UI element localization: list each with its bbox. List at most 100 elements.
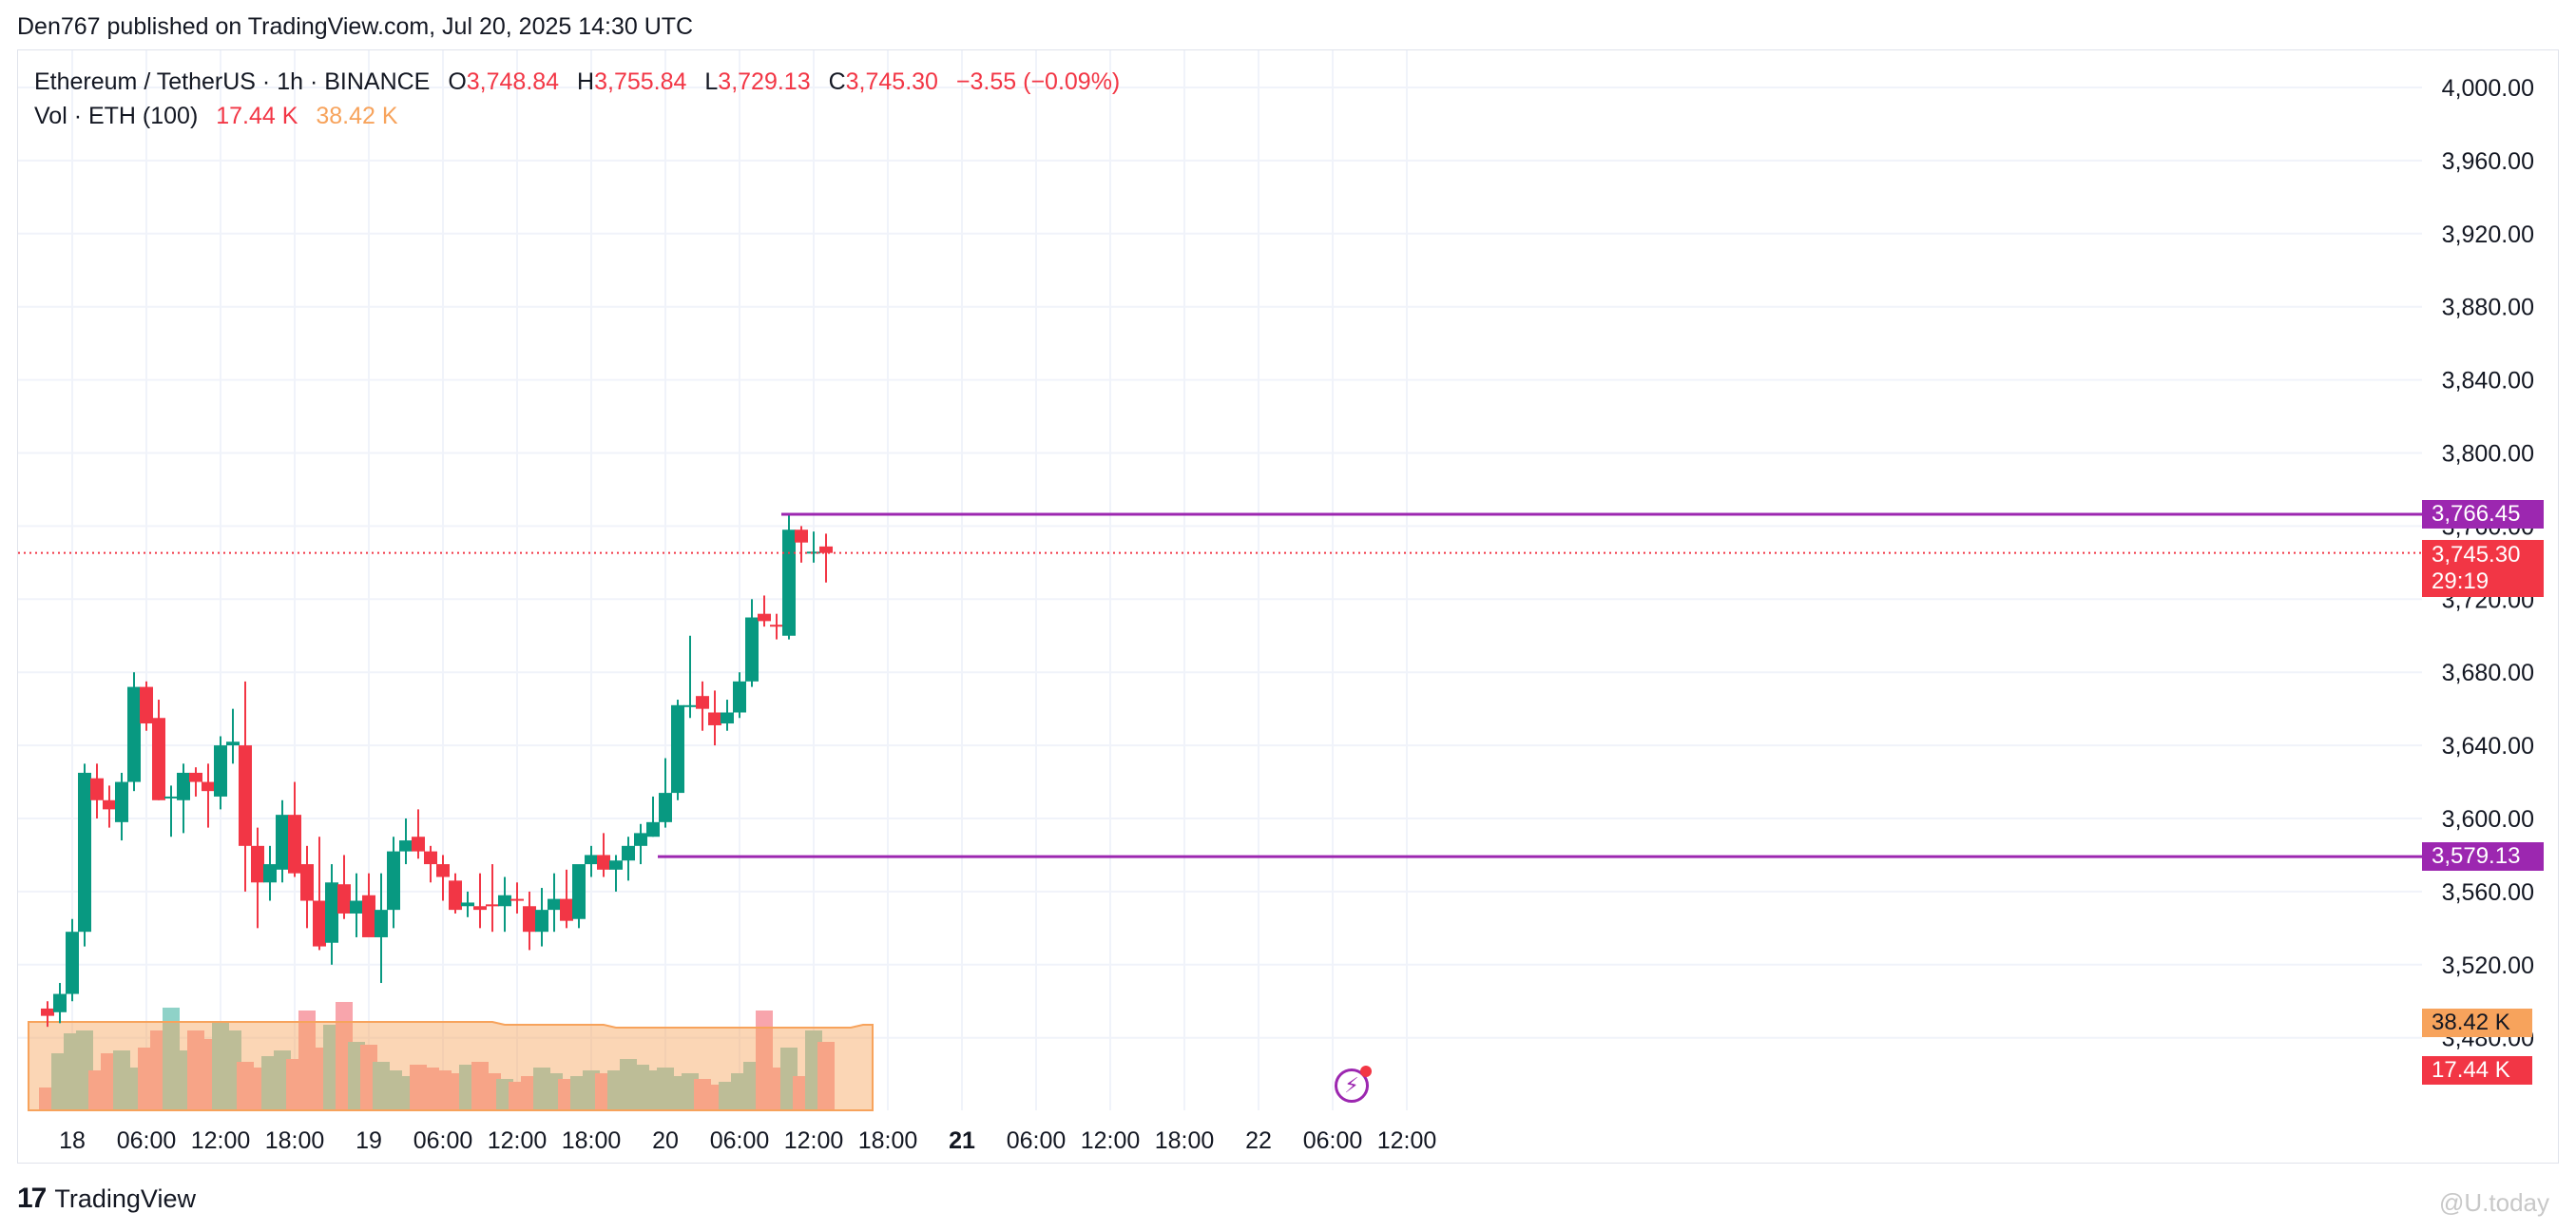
candle-body bbox=[251, 845, 264, 883]
time-tick-label: 18:00 bbox=[562, 1127, 622, 1154]
close-value: 3,745.30 bbox=[845, 68, 938, 95]
time-tick-label: 12:00 bbox=[191, 1127, 251, 1154]
candle-body bbox=[449, 880, 462, 911]
candle-body bbox=[313, 900, 326, 947]
candle-body bbox=[597, 855, 610, 870]
candle-body bbox=[770, 625, 783, 627]
last-price-value: 3,745.30 bbox=[2432, 542, 2521, 568]
candle-body bbox=[683, 704, 697, 707]
price-tick-label: 3,800.00 bbox=[2442, 441, 2534, 468]
symbol-label[interactable]: Ethereum / TetherUS · 1h · BINANCE bbox=[34, 68, 431, 95]
time-tick-label: 12:00 bbox=[784, 1127, 844, 1154]
candle-body bbox=[78, 772, 91, 933]
candle-body bbox=[90, 778, 104, 800]
candle-body bbox=[745, 617, 759, 682]
time-tick-label: 19 bbox=[356, 1127, 382, 1154]
price-tick-label: 3,680.00 bbox=[2442, 660, 2534, 686]
time-tick-label: 06:00 bbox=[117, 1127, 177, 1154]
candle-body bbox=[164, 796, 178, 799]
volume-ma-tag: 38.42 K bbox=[2422, 1009, 2532, 1037]
candle-body bbox=[177, 772, 190, 800]
time-tick-label: 12:00 bbox=[1377, 1127, 1437, 1154]
candle-body bbox=[337, 884, 351, 914]
candle-body bbox=[708, 712, 721, 725]
candle-body bbox=[535, 910, 548, 933]
price-tick-label: 3,920.00 bbox=[2442, 221, 2534, 248]
candle-body bbox=[424, 851, 437, 865]
price-tick-label: 3,560.00 bbox=[2442, 879, 2534, 906]
candle-body bbox=[214, 745, 227, 797]
last-price-tag: 3,745.30 29:19 bbox=[2422, 540, 2544, 597]
candle-body bbox=[66, 932, 79, 994]
candle-body bbox=[350, 900, 363, 914]
high-value: 3,755.84 bbox=[594, 68, 687, 95]
price-tick-label: 3,880.00 bbox=[2442, 295, 2534, 321]
resistance-price-tag: 3,766.45 bbox=[2422, 500, 2544, 529]
time-tick-label: 18:00 bbox=[858, 1127, 918, 1154]
candle-body bbox=[560, 898, 573, 921]
legend-ohlc-row: Ethereum / TetherUS · 1h · BINANCE O 3,74… bbox=[34, 65, 1120, 99]
candle-body bbox=[795, 529, 808, 543]
volume-ma-value: 38.42 K bbox=[316, 103, 398, 129]
candle-body bbox=[782, 529, 796, 636]
high-label: H bbox=[577, 68, 595, 95]
candle-body bbox=[189, 772, 202, 782]
candle-body bbox=[300, 864, 314, 901]
brand-label: TradingView bbox=[54, 1184, 196, 1213]
time-tick-label: 06:00 bbox=[710, 1127, 770, 1154]
volume-tag: 17.44 K bbox=[2422, 1056, 2532, 1085]
volume-value: 17.44 K bbox=[216, 103, 298, 129]
candle-body bbox=[152, 718, 165, 800]
time-tick-label: 18:00 bbox=[1155, 1127, 1215, 1154]
candle-body bbox=[263, 864, 277, 883]
candle-body bbox=[473, 906, 487, 911]
candle-body bbox=[202, 781, 215, 792]
support-price-tag: 3,579.13 bbox=[2422, 842, 2544, 871]
candle-body bbox=[436, 864, 450, 877]
time-tick-label: 20 bbox=[652, 1127, 679, 1154]
time-tick-label: 18:00 bbox=[265, 1127, 325, 1154]
candle-body bbox=[412, 837, 425, 852]
chart-frame bbox=[17, 49, 2559, 1164]
candle-body bbox=[41, 1008, 54, 1016]
time-tick-label: 22 bbox=[1245, 1127, 1272, 1154]
tradingview-logo-icon: 17 bbox=[17, 1183, 47, 1214]
time-tick-label: 06:00 bbox=[1303, 1127, 1363, 1154]
candle-body bbox=[325, 882, 338, 943]
candle-body bbox=[733, 681, 746, 713]
open-label: O bbox=[448, 68, 467, 95]
change-value: −3.55 (−0.09%) bbox=[955, 68, 1121, 95]
candle-body bbox=[387, 851, 400, 911]
lightning-icon[interactable]: ⚡ bbox=[1335, 1066, 1372, 1103]
price-tick-label: 3,520.00 bbox=[2442, 953, 2534, 979]
time-tick-label: 18 bbox=[59, 1127, 86, 1154]
candle-body bbox=[807, 551, 820, 554]
candle-body bbox=[276, 815, 289, 870]
price-tick-label: 3,960.00 bbox=[2442, 148, 2534, 175]
horizontal-levels bbox=[18, 512, 2422, 858]
volume-bar bbox=[817, 1042, 835, 1110]
volume-ma-area bbox=[28, 1021, 874, 1111]
time-tick-label: 21 bbox=[949, 1127, 975, 1154]
volume-label[interactable]: Vol · ETH (100) bbox=[34, 103, 199, 129]
time-tick-label: 06:00 bbox=[413, 1127, 473, 1154]
candle-body bbox=[646, 821, 660, 837]
price-tick-label: 3,840.00 bbox=[2442, 368, 2534, 395]
candle-body bbox=[53, 993, 67, 1012]
countdown-value: 29:19 bbox=[2432, 568, 2489, 594]
publisher-line: Den767 published on TradingView.com, Jul… bbox=[17, 13, 694, 40]
candle-body bbox=[659, 793, 672, 822]
close-label: C bbox=[828, 68, 846, 95]
notification-dot bbox=[1360, 1066, 1372, 1077]
candle-body bbox=[498, 895, 511, 907]
candle-body bbox=[226, 741, 240, 746]
candle-body bbox=[671, 704, 684, 794]
candle-body bbox=[523, 906, 536, 933]
candle-body bbox=[103, 799, 116, 810]
tradingview-brand[interactable]: 17 TradingView bbox=[17, 1183, 196, 1215]
time-tick-label: 12:00 bbox=[1081, 1127, 1141, 1154]
low-value: 3,729.13 bbox=[718, 68, 811, 95]
candle-body bbox=[819, 546, 833, 553]
candle-body bbox=[115, 781, 128, 822]
